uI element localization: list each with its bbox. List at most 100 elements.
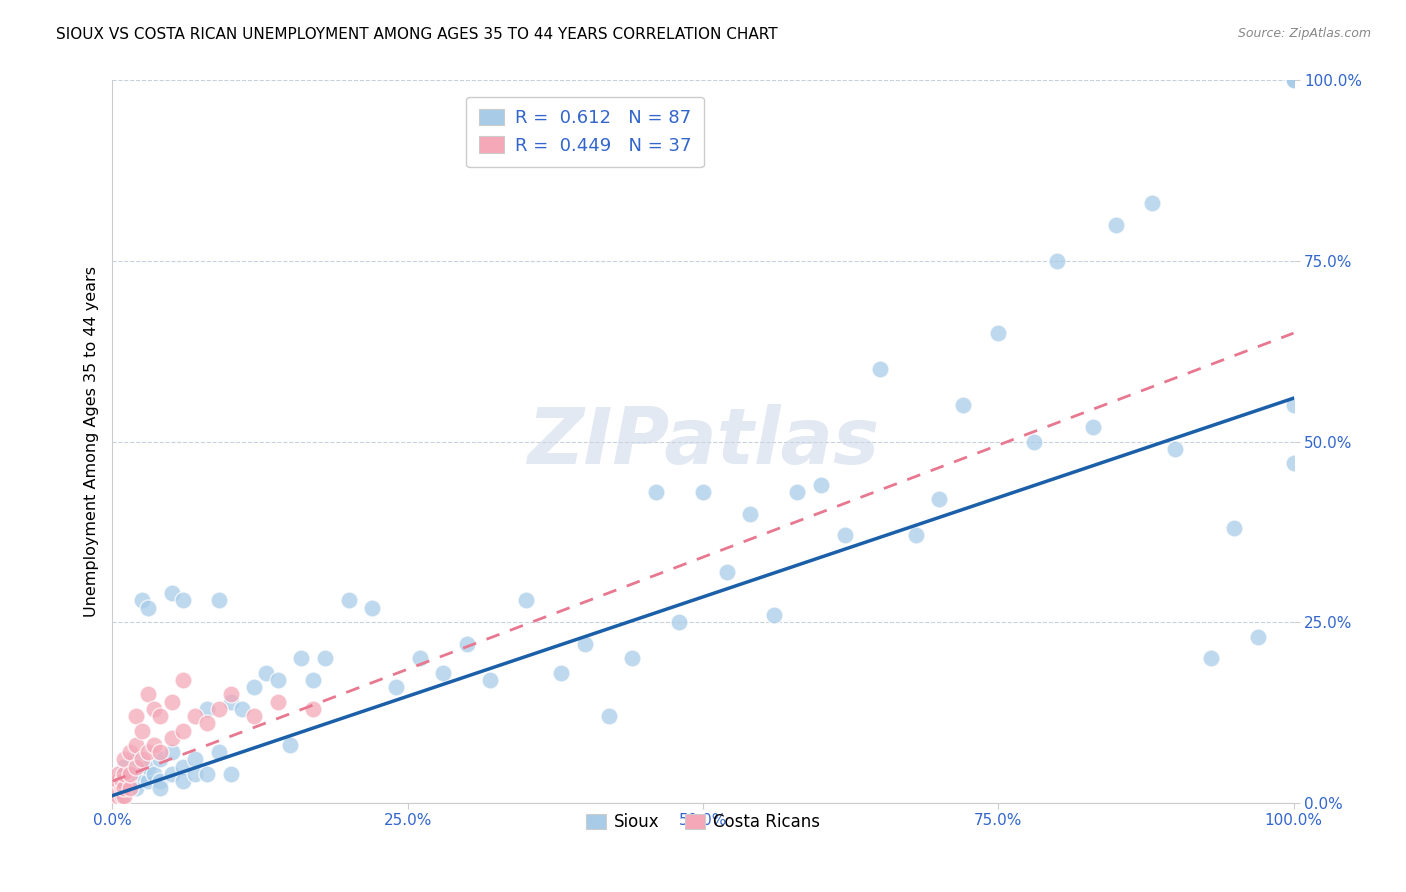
Point — [786, 485, 808, 500]
Point — [219, 767, 242, 781]
Point — [120, 781, 142, 796]
Point — [107, 774, 129, 789]
Point — [112, 752, 135, 766]
Point — [107, 789, 129, 803]
Point — [621, 651, 644, 665]
Point — [107, 789, 129, 803]
Point — [172, 723, 194, 738]
Point — [267, 673, 290, 687]
Point — [111, 774, 134, 789]
Point — [120, 767, 142, 781]
Point — [131, 752, 153, 766]
Point — [125, 709, 148, 723]
Point — [1282, 398, 1305, 412]
Point — [184, 767, 207, 781]
Text: Source: ZipAtlas.com: Source: ZipAtlas.com — [1237, 27, 1371, 40]
Point — [142, 702, 165, 716]
Point — [184, 709, 207, 723]
Point — [219, 687, 242, 701]
Point — [136, 745, 159, 759]
Point — [125, 738, 148, 752]
Point — [160, 586, 183, 600]
Point — [107, 781, 129, 796]
Point — [120, 767, 142, 781]
Point — [125, 752, 148, 766]
Point — [644, 485, 666, 500]
Point — [125, 760, 148, 774]
Point — [112, 767, 135, 781]
Point — [149, 774, 172, 789]
Point — [432, 665, 454, 680]
Point — [1140, 196, 1163, 211]
Point — [574, 637, 596, 651]
Point — [1247, 630, 1270, 644]
Point — [740, 507, 762, 521]
Point — [149, 752, 172, 766]
Point — [131, 767, 153, 781]
Point — [515, 593, 537, 607]
Point — [1282, 73, 1305, 87]
Point — [111, 789, 134, 803]
Point — [361, 600, 384, 615]
Point — [1022, 434, 1045, 449]
Point — [195, 716, 218, 731]
Point — [408, 651, 430, 665]
Point — [107, 767, 129, 781]
Point — [172, 774, 194, 789]
Point — [172, 593, 194, 607]
Point — [243, 680, 266, 694]
Point — [1199, 651, 1222, 665]
Point — [120, 781, 142, 796]
Point — [111, 781, 134, 796]
Point — [716, 565, 738, 579]
Point — [142, 738, 165, 752]
Point — [668, 615, 690, 630]
Point — [136, 774, 159, 789]
Point — [120, 745, 142, 759]
Point — [1081, 420, 1104, 434]
Point — [142, 767, 165, 781]
Point — [290, 651, 312, 665]
Point — [1105, 218, 1128, 232]
Point — [184, 752, 207, 766]
Point — [195, 702, 218, 716]
Point — [107, 792, 129, 806]
Point — [111, 789, 134, 803]
Point — [172, 760, 194, 774]
Point — [149, 709, 172, 723]
Point — [692, 485, 714, 500]
Point — [231, 702, 253, 716]
Point — [1223, 521, 1246, 535]
Point — [1164, 442, 1187, 456]
Point — [219, 695, 242, 709]
Point — [904, 528, 927, 542]
Point — [112, 789, 135, 803]
Point — [254, 665, 277, 680]
Point — [160, 695, 183, 709]
Point — [1046, 253, 1069, 268]
Point — [385, 680, 408, 694]
Point — [479, 673, 502, 687]
Legend: Sioux, Costa Ricans: Sioux, Costa Ricans — [579, 806, 827, 838]
Point — [107, 781, 129, 796]
Point — [125, 781, 148, 796]
Point — [550, 665, 572, 680]
Point — [243, 709, 266, 723]
Point — [149, 745, 172, 759]
Point — [136, 687, 159, 701]
Point — [149, 781, 172, 796]
Point — [107, 789, 129, 803]
Point — [112, 774, 135, 789]
Point — [208, 593, 231, 607]
Point — [456, 637, 478, 651]
Point — [111, 774, 134, 789]
Point — [762, 607, 785, 622]
Point — [112, 781, 135, 796]
Point — [208, 702, 231, 716]
Point — [598, 709, 620, 723]
Point — [131, 723, 153, 738]
Point — [107, 774, 129, 789]
Point — [111, 781, 134, 796]
Point — [125, 774, 148, 789]
Point — [195, 767, 218, 781]
